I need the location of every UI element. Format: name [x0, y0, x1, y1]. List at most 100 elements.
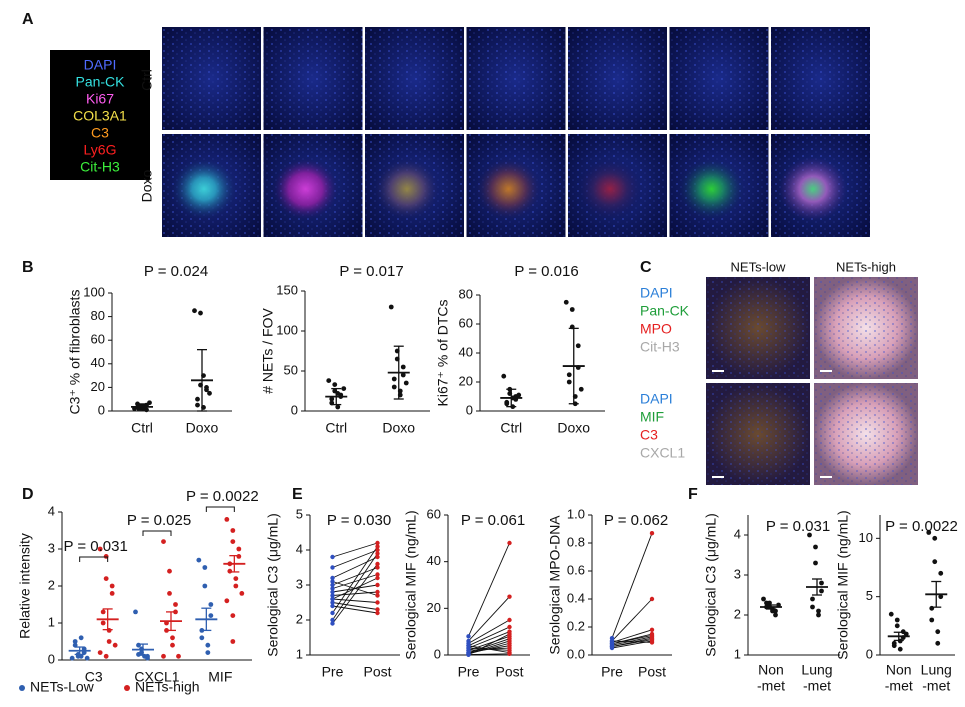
y-tick-label: 40 — [91, 355, 105, 370]
point — [888, 611, 894, 617]
point — [204, 387, 209, 393]
pair-line — [332, 549, 378, 568]
y-tick-label: 3 — [734, 566, 741, 581]
legend-text: DAPI — [640, 391, 673, 407]
point — [136, 652, 141, 657]
point — [227, 568, 233, 574]
x-tick-label: C3 — [85, 669, 103, 685]
row-label: Ctrl — [139, 69, 155, 91]
point — [161, 653, 166, 659]
point — [388, 304, 394, 310]
bracket — [79, 556, 109, 562]
legend-text: C3 — [640, 427, 658, 443]
point — [230, 539, 236, 544]
micrograph-texture — [466, 27, 566, 130]
point — [233, 576, 239, 581]
point — [929, 617, 935, 623]
stain — [271, 157, 340, 221]
point — [326, 378, 332, 383]
point — [507, 540, 512, 546]
point — [207, 390, 212, 396]
legend-text: Cit-H3 — [80, 159, 120, 175]
point — [764, 600, 769, 606]
point — [330, 617, 335, 623]
point — [932, 559, 938, 565]
point — [330, 596, 335, 602]
y-axis-label: Serological MPO-DNA — [547, 515, 563, 655]
column-label: NETs-low — [731, 259, 787, 274]
y-tick-label: 0 — [866, 646, 873, 661]
y-tick-label: 10 — [859, 530, 873, 545]
point — [230, 639, 236, 644]
panel-label: D — [22, 486, 34, 503]
point — [375, 551, 380, 556]
point — [330, 554, 335, 560]
point — [109, 591, 115, 596]
pair-line — [468, 596, 510, 642]
point — [97, 546, 103, 552]
point — [507, 631, 512, 637]
pair-line — [611, 598, 653, 642]
point — [330, 603, 335, 609]
y-axis-label: C3⁺ % of fibroblasts — [67, 290, 83, 415]
point — [224, 598, 230, 604]
x-tick-label: Post — [363, 664, 391, 680]
legend-text: C3 — [91, 125, 109, 141]
p-value: P = 0.0022 — [186, 488, 259, 505]
micrograph-texture — [669, 27, 769, 130]
panel-label: F — [688, 486, 698, 503]
micrograph-texture — [365, 27, 464, 130]
point — [195, 402, 200, 408]
point — [649, 531, 655, 536]
pair-line — [332, 556, 378, 579]
point — [199, 635, 205, 641]
legend-text: DAPI — [640, 285, 673, 301]
p-value: P = 0.061 — [461, 512, 525, 529]
x-tick-label: Non — [758, 662, 784, 678]
y-tick-label: 20 — [459, 373, 473, 388]
x-tick-label: Post — [495, 664, 523, 680]
point — [133, 609, 138, 615]
point — [507, 651, 512, 657]
point — [230, 528, 236, 533]
x-tick-label: -met — [757, 678, 785, 694]
point — [773, 612, 778, 618]
point — [563, 299, 569, 305]
point — [819, 588, 824, 594]
point — [375, 554, 380, 560]
point — [198, 310, 203, 316]
point — [173, 602, 178, 607]
y-tick-label: 2 — [296, 611, 303, 626]
y-axis-label: Serological MIF (ng/mL) — [835, 510, 851, 659]
point — [932, 535, 938, 541]
point — [330, 600, 335, 605]
point — [330, 610, 335, 616]
point — [504, 401, 510, 407]
point — [375, 600, 380, 605]
p-value: P = 0.025 — [127, 512, 191, 529]
y-tick-label: 0 — [434, 646, 441, 661]
point — [97, 650, 103, 655]
y-tick-label: 0.8 — [567, 534, 585, 549]
pair-line — [468, 645, 510, 654]
legend-text: DAPI — [84, 57, 117, 73]
point — [330, 593, 335, 598]
point — [170, 642, 175, 648]
legend-text: Ki67 — [86, 91, 114, 107]
point — [938, 570, 944, 576]
pair-line — [332, 542, 378, 558]
micrograph-texture — [568, 27, 667, 130]
legend-text: COL3A1 — [73, 108, 127, 124]
point — [375, 589, 380, 595]
pair-line — [332, 546, 378, 614]
legend-text: Cit-H3 — [640, 339, 680, 355]
stain — [779, 157, 847, 221]
pair-line — [468, 642, 510, 655]
x-tick-label: Ctrl — [500, 420, 522, 436]
y-axis-label: Ki67⁺ % of DTCs — [435, 300, 451, 407]
point — [375, 593, 380, 598]
point — [195, 396, 200, 402]
y-tick-label: 50 — [284, 362, 298, 377]
y-tick-label: 4 — [296, 541, 303, 556]
